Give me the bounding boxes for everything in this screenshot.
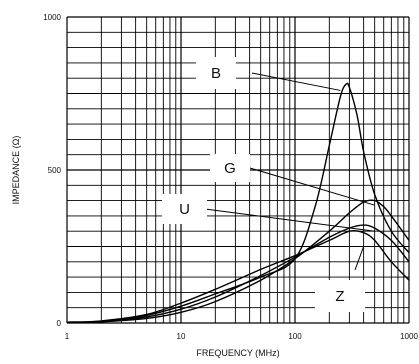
x-tick-label: 10 <box>177 332 186 341</box>
label-box-g <box>210 154 250 182</box>
x-axis-title: FREQUENCY (MHz) <box>196 348 279 358</box>
leader-lines <box>204 72 375 271</box>
leader-line-z <box>354 246 365 271</box>
x-tick-label: 1 <box>65 332 70 341</box>
series-line-b <box>66 82 410 324</box>
y-tick-label: 1000 <box>43 13 61 22</box>
label-box-u <box>162 194 207 224</box>
curve-label-u: U <box>179 201 190 218</box>
series-line-u <box>66 224 410 324</box>
label-box-b <box>196 57 236 89</box>
label-box-z <box>315 280 365 312</box>
y-tick-label: 500 <box>48 166 62 175</box>
leader-line-u <box>204 208 375 232</box>
series-line-g <box>66 199 410 324</box>
x-tick-label: 100 <box>288 332 302 341</box>
curve-label-g: G <box>224 160 236 177</box>
curve-label-b: B <box>211 65 221 82</box>
y-axis-title: IMPEDANCE (Ω) <box>11 136 21 205</box>
y-tick-label: 0 <box>57 319 62 328</box>
curve-label-z: Z <box>335 288 344 305</box>
chart-curves <box>66 82 410 324</box>
curve-labels: B G U Z <box>162 57 365 312</box>
tick-labels: 1 10 100 1000 0 500 1000 <box>43 13 418 341</box>
series-line-z <box>66 229 410 323</box>
x-tick-label: 1000 <box>400 332 418 341</box>
leader-line-b <box>251 72 341 91</box>
leader-line-g <box>249 167 375 206</box>
